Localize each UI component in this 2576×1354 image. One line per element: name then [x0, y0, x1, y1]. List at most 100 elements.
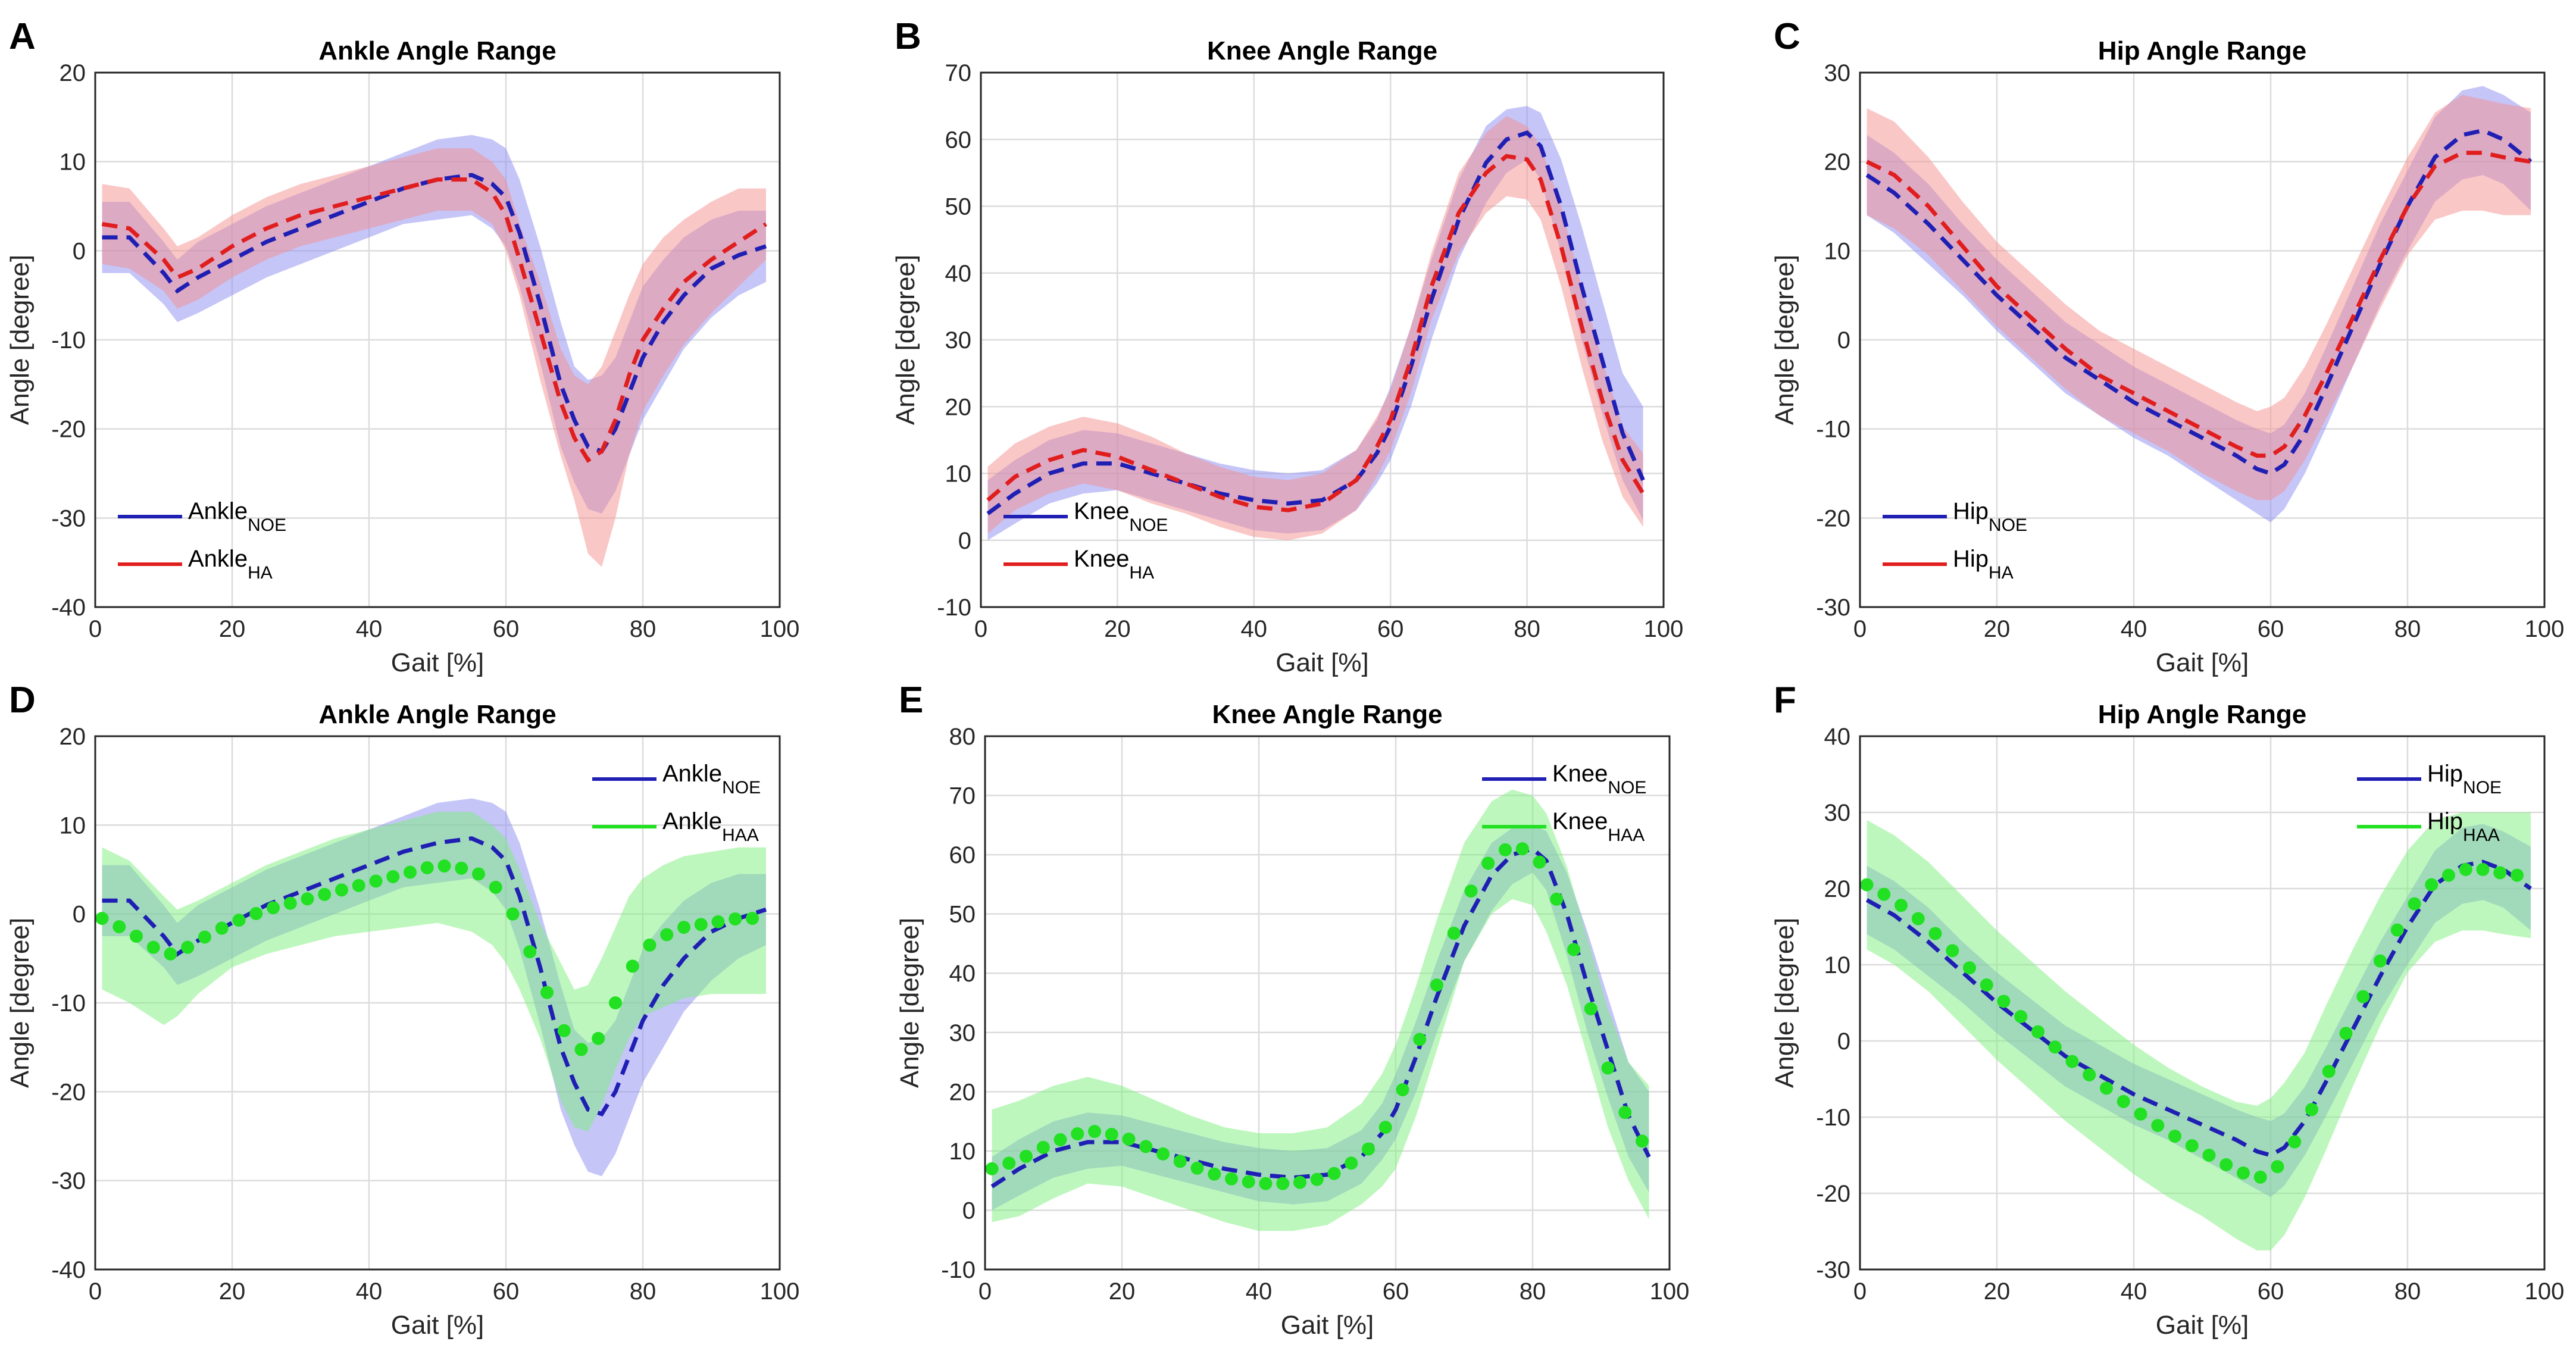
point-ankle-haa — [592, 1031, 605, 1045]
point-knee-haa — [1447, 927, 1461, 940]
point-hip-haa — [1860, 878, 1874, 892]
point-knee-haa — [1259, 1177, 1273, 1190]
x-tick-label: 40 — [356, 1278, 383, 1305]
point-knee-haa — [1053, 1133, 1067, 1146]
legend-entry: KneeHAA — [1552, 808, 1645, 845]
point-hip-haa — [2168, 1130, 2181, 1143]
point-ankle-haa — [677, 921, 690, 934]
y-tick-label: 10 — [60, 149, 86, 176]
x-axis-label: Gait [%] — [1276, 648, 1369, 677]
y-axis-label: Angle [degree] — [1770, 255, 1799, 425]
panel-e-title: Knee Angle Range — [1212, 700, 1442, 729]
x-tick-label: 40 — [356, 616, 383, 642]
y-tick-label: 40 — [949, 961, 976, 987]
point-ankle-haa — [95, 912, 109, 925]
point-ankle-haa — [437, 859, 451, 873]
x-tick-label: 40 — [1246, 1278, 1273, 1305]
point-hip-haa — [2100, 1081, 2113, 1095]
panel-c-title: Hip Angle Range — [2098, 36, 2306, 65]
y-axis-label: Angle [degree] — [1770, 918, 1799, 1088]
markers-ankle-haa — [95, 859, 759, 1056]
point-knee-haa — [1464, 884, 1478, 898]
point-knee-haa — [1293, 1175, 1306, 1189]
line-hip-ha — [1865, 151, 2531, 458]
point-knee-haa — [1362, 1142, 1375, 1156]
x-tick-label: 80 — [2394, 616, 2421, 642]
y-tick-label: 30 — [949, 1020, 976, 1046]
line-ankle-ha — [101, 177, 767, 463]
point-hip-haa — [2237, 1166, 2250, 1180]
point-hip-haa — [2083, 1068, 2096, 1081]
markers-knee-haa — [985, 842, 1649, 1190]
x-tick-label: 0 — [974, 616, 987, 642]
point-knee-haa — [1242, 1175, 1255, 1189]
panel-f-axes — [1859, 735, 2546, 1271]
panel-f: F Hip Angle Range 0 20 40 60 80 100 -30 -20 -10 0 10… — [1770, 680, 2564, 1340]
x-axis-label: Gait [%] — [391, 648, 484, 677]
x-tick-label: 100 — [1650, 1278, 1690, 1305]
point-ankle-haa — [523, 945, 537, 959]
point-hip-haa — [2065, 1055, 2079, 1068]
point-hip-haa — [2134, 1107, 2147, 1121]
markers-hip-haa — [1860, 863, 2524, 1184]
x-axis-label: Gait [%] — [1281, 1311, 1374, 1340]
y-tick-label: 20 — [1824, 876, 1851, 902]
point-hip-haa — [2253, 1170, 2267, 1184]
y-tick-label: -10 — [941, 1257, 976, 1283]
point-knee-haa — [1327, 1167, 1341, 1180]
point-ankle-haa — [694, 918, 708, 931]
point-ankle-haa — [318, 887, 332, 901]
y-tick-label: -20 — [1816, 1181, 1850, 1207]
line-ankle-noe — [102, 173, 767, 454]
y-axis-label: Angle [degree] — [5, 918, 35, 1088]
point-hip-haa — [2356, 990, 2370, 1003]
x-tick-label: 60 — [1377, 616, 1404, 642]
point-hip-haa — [2031, 1025, 2044, 1039]
point-knee-haa — [1584, 1002, 1598, 1015]
y-tick-label: 0 — [73, 238, 86, 264]
panel-a-axes — [94, 71, 781, 608]
y-tick-label: 20 — [60, 60, 86, 86]
point-ankle-haa — [540, 986, 554, 999]
point-knee-haa — [1105, 1128, 1118, 1142]
panel-b-letter: B — [895, 16, 921, 57]
y-tick-label: -20 — [51, 1079, 86, 1105]
point-knee-haa — [1020, 1149, 1033, 1163]
point-knee-haa — [1430, 978, 1443, 992]
point-ankle-haa — [181, 940, 195, 954]
point-knee-haa — [1499, 843, 1512, 856]
point-knee-haa — [1190, 1161, 1204, 1175]
point-ankle-haa — [711, 915, 725, 928]
point-hip-haa — [2493, 866, 2507, 880]
panel-d-letter: D — [9, 680, 36, 721]
x-tick-label: 20 — [219, 1278, 246, 1305]
panel-d-title: Ankle Angle Range — [318, 700, 556, 729]
point-hip-haa — [2390, 923, 2404, 937]
x-tick-label: 0 — [1853, 616, 1867, 642]
y-tick-label: -10 — [937, 595, 971, 621]
line-knee-noe — [986, 130, 1645, 515]
point-knee-haa — [1225, 1172, 1238, 1186]
point-knee-haa — [1567, 943, 1580, 956]
point-knee-haa — [1636, 1134, 1649, 1148]
legend-entry: AnkleNOE — [662, 761, 761, 798]
y-axis-label: Angle [degree] — [5, 255, 35, 425]
y-tick-label: 60 — [945, 127, 972, 153]
legend-entry: KneeHA — [1074, 546, 1154, 583]
x-tick-label: 60 — [493, 1278, 520, 1305]
y-tick-label: 0 — [1837, 1028, 1850, 1055]
panel-f-title: Hip Angle Range — [2098, 700, 2306, 729]
point-ankle-haa — [472, 867, 485, 881]
point-hip-haa — [2339, 1027, 2353, 1040]
panel-e-letter: E — [899, 680, 923, 721]
y-tick-label: 20 — [949, 1079, 976, 1105]
point-ankle-haa — [746, 912, 759, 925]
point-hip-haa — [1980, 978, 1993, 992]
y-tick-label: 20 — [60, 724, 86, 750]
x-tick-label: 20 — [1984, 1278, 2011, 1305]
y-tick-label: 10 — [60, 812, 86, 839]
x-tick-label: 20 — [1104, 616, 1131, 642]
point-hip-haa — [2288, 1135, 2302, 1149]
